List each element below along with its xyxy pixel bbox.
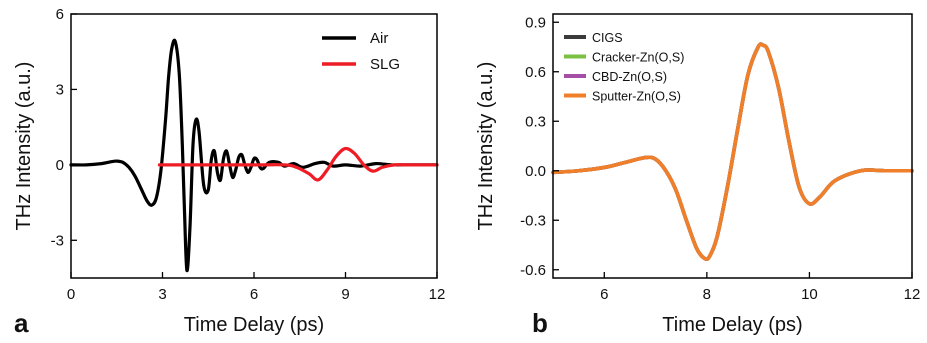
panel-b-panel-letter: b [532,308,548,338]
panel-b-legend-label-sputter-zn-o-s-: Sputter-Zn(O,S) [592,90,681,104]
panel-a-x-axis-title: Time Delay (ps) [184,314,324,336]
panel-a-legend-label-slg: SLG [370,56,400,73]
panel-a-y-tick-label: 0 [56,157,64,174]
panel-a-y-tick-label: -3 [51,232,64,249]
panel-a-legend-label-air: Air [370,30,388,47]
panel-b-x-tick-label: 12 [904,286,921,303]
panel-b-y-tick-label: 0.0 [525,163,546,180]
panel-a-x-tick-label: 12 [429,286,446,303]
panel-b-x-tick-label: 10 [801,286,818,303]
panel-a-series-line-air [69,38,439,273]
panel-b-y-tick-label: 0.3 [525,113,546,130]
panel-b-y-axis-title: THz Intensity (a.u.) [475,62,497,231]
panel-a-panel-letter: a [14,308,29,338]
panel-a-plot-frame [70,13,438,279]
panel-a-y-tick-label: 6 [56,6,64,23]
panel-b-legend-label-cracker-zn-o-s-: Cracker-Zn(O,S) [592,51,684,65]
panel-a-x-tick-label: 0 [67,286,75,303]
panel-b-legend-label-cigs: CIGS [592,31,623,45]
panel-b-legend-label-cbd-zn-o-s-: CBD-Zn(O,S) [592,70,667,84]
panel-a-x-tick-label: 9 [341,286,349,303]
panel-a-series-line-slg [157,146,439,182]
panel-a-y-axis-title: THz Intensity (a.u.) [13,62,35,231]
panel-b-x-tick-label: 8 [703,286,711,303]
panel-b-x-axis-title: Time Delay (ps) [662,314,802,336]
panel-a-x-tick-label: 6 [250,286,258,303]
panel-b-series-line-sputter-zn-o-s- [551,42,914,262]
panel-a-y-tick-label: 3 [56,81,64,98]
panel-b-y-tick-label: 0.9 [525,14,546,31]
panel-b-plot-frame [552,13,913,279]
panel-b-y-tick-label: -0.3 [520,212,546,229]
panel-b-y-tick-label: 0.6 [525,64,546,81]
panel-a-x-tick-label: 3 [158,286,166,303]
panel-b-y-tick-label: -0.6 [520,262,546,279]
panel-b-x-tick-label: 6 [600,286,608,303]
